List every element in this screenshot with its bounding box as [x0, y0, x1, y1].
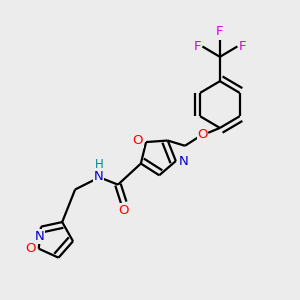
Text: N: N [179, 154, 189, 167]
Text: H: H [94, 158, 103, 171]
Text: F: F [216, 25, 224, 38]
Text: N: N [94, 170, 104, 183]
Text: N: N [34, 230, 44, 243]
Text: O: O [197, 128, 208, 141]
Text: O: O [25, 242, 36, 255]
Text: O: O [132, 134, 143, 147]
Text: F: F [193, 40, 201, 53]
Text: F: F [239, 40, 246, 53]
Text: O: O [118, 204, 129, 217]
